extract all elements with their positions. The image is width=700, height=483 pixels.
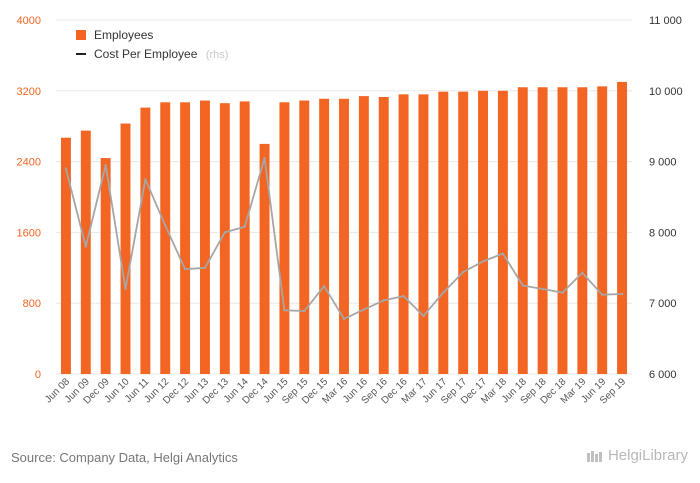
point-cost-per-employee <box>164 224 167 227</box>
bar-employees <box>80 130 91 374</box>
library-icon <box>586 450 602 462</box>
y-right-tick-label: 8 000 <box>649 227 677 239</box>
point-cost-per-employee <box>402 294 405 298</box>
bar-series-employees <box>60 81 628 375</box>
bar-employees <box>497 90 508 375</box>
y-right-tick-label: 7 000 <box>649 298 677 310</box>
bar-employees <box>259 143 270 374</box>
y-left-tick-label: 1600 <box>17 227 41 239</box>
point-cost-per-employee <box>620 292 624 296</box>
y-axis-right: 6 000 7 000 8 000 9 000 10 000 11 000 <box>649 15 683 381</box>
point-cost-per-employee <box>342 317 346 320</box>
point-cost-per-employee <box>422 314 425 318</box>
point-cost-per-employee <box>263 156 266 160</box>
bar-employees <box>358 96 369 375</box>
y-left-tick-label: 4000 <box>17 15 41 27</box>
y-left-tick-label: 2400 <box>17 157 41 169</box>
y-left-tick-label: 800 <box>23 298 41 310</box>
legend-swatch-employees <box>76 30 86 40</box>
bar-employees <box>279 102 290 375</box>
point-cost-per-employee <box>561 291 564 294</box>
point-cost-per-employee <box>104 163 107 167</box>
y-right-tick-label: 10 000 <box>649 86 683 98</box>
bar-employees <box>319 98 330 374</box>
bar-employees <box>577 87 588 374</box>
point-cost-per-employee <box>442 291 445 294</box>
y-right-tick-label: 11 000 <box>649 15 682 27</box>
point-cost-per-employee <box>243 225 246 228</box>
point-cost-per-employee <box>124 287 127 291</box>
y-left-tick-label: 3200 <box>17 86 41 98</box>
bar-employees <box>239 101 250 375</box>
point-cost-per-employee <box>501 252 505 255</box>
bar-employees <box>339 98 349 374</box>
point-cost-per-employee <box>322 285 326 288</box>
line-series-cost-per-employee <box>64 156 624 320</box>
bar-employees <box>557 87 568 374</box>
point-cost-per-employee <box>64 167 68 170</box>
bar-employees <box>299 100 310 374</box>
legend-label-cost-per-employee-name: Cost Per Employee <box>94 47 198 61</box>
bar-employees <box>100 158 111 374</box>
bar-employees <box>378 96 389 375</box>
chart: 0 800 1600 2400 3200 4000 6 000 7 000 8 000 9 00… <box>17 15 683 407</box>
bar-employees <box>60 137 71 374</box>
point-cost-per-employee <box>283 309 286 312</box>
source-note: Source: Company Data, Helgi Analytics <box>11 450 238 465</box>
y-axis-left: 0 800 1600 2400 3200 4000 <box>17 15 41 381</box>
bar-employees <box>597 86 608 374</box>
point-cost-per-employee <box>84 245 87 248</box>
legend-label-rhs-note: (rhs) <box>206 49 229 61</box>
bar-employees <box>160 102 171 375</box>
point-cost-per-employee <box>481 260 485 263</box>
bar-employees <box>617 81 628 374</box>
point-cost-per-employee <box>461 270 465 274</box>
bar-employees <box>537 87 548 374</box>
bar-employees <box>438 91 449 374</box>
point-cost-per-employee <box>183 268 187 271</box>
legend-label-employees: Employees <box>94 28 153 42</box>
point-cost-per-employee <box>362 308 366 311</box>
point-cost-per-employee <box>521 284 524 287</box>
helgi-library-logo: HelgiLibrary <box>586 447 688 464</box>
bar-employees <box>219 103 230 374</box>
bar-employees <box>398 94 409 374</box>
point-cost-per-employee <box>203 266 207 269</box>
bar-employees <box>140 107 151 375</box>
bar-employees <box>418 94 429 374</box>
bar-employees <box>517 87 528 374</box>
y-left-tick-label: 0 <box>35 369 41 381</box>
point-cost-per-employee <box>303 309 306 313</box>
bar-employees <box>478 90 488 375</box>
bar-employees <box>458 91 469 374</box>
logo-text: HelgiLibrary <box>607 447 688 464</box>
legend-label-cost-per-employee: Cost Per Employee (rhs) <box>94 45 228 62</box>
y-right-tick-label: 9 000 <box>649 157 677 169</box>
point-cost-per-employee <box>382 299 385 302</box>
point-cost-per-employee <box>581 271 584 274</box>
point-cost-per-employee <box>144 178 147 181</box>
bar-employees <box>200 100 210 374</box>
bar-employees <box>120 123 131 374</box>
point-cost-per-employee <box>541 287 544 291</box>
bar-employees <box>180 102 191 375</box>
point-cost-per-employee <box>601 293 604 296</box>
legend: Employees Cost Per Employee (rhs) <box>76 28 228 62</box>
y-right-tick-label: 6 000 <box>649 369 677 381</box>
point-cost-per-employee <box>223 231 227 234</box>
